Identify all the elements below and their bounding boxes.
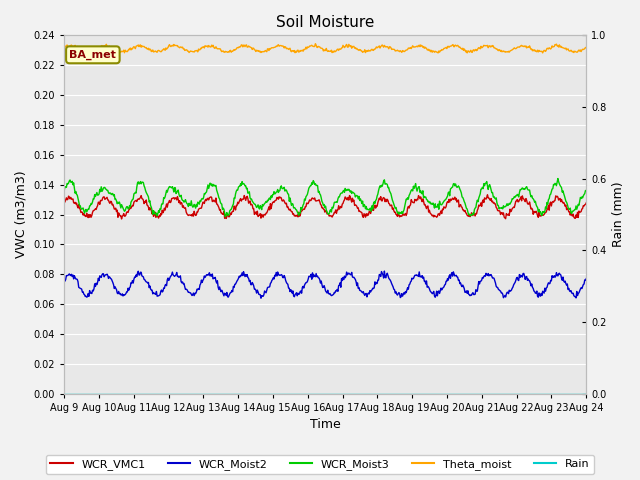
- WCR_VMC1: [484, 192, 492, 198]
- Y-axis label: VWC (m3/m3): VWC (m3/m3): [15, 171, 28, 258]
- Theta_moist: [404, 45, 412, 51]
- WCR_Moist3: [177, 194, 184, 200]
- WCR_Moist3: [124, 204, 131, 210]
- Line: WCR_Moist2: WCR_Moist2: [64, 271, 586, 298]
- X-axis label: Time: Time: [310, 419, 340, 432]
- Rain: [582, 391, 590, 396]
- Rain: [204, 391, 212, 396]
- Y-axis label: Rain (mm): Rain (mm): [612, 182, 625, 247]
- WCR_Moist3: [70, 180, 77, 186]
- WCR_Moist2: [177, 273, 184, 279]
- Theta_moist: [60, 45, 68, 51]
- WCR_Moist3: [60, 187, 68, 193]
- WCR_Moist3: [389, 199, 397, 205]
- Theta_moist: [70, 43, 77, 49]
- WCR_Moist2: [70, 276, 77, 282]
- Theta_moist: [124, 49, 131, 55]
- WCR_VMC1: [70, 200, 77, 205]
- Rain: [388, 391, 396, 396]
- Rain: [60, 391, 68, 396]
- Rain: [124, 391, 131, 396]
- WCR_VMC1: [118, 216, 125, 222]
- Theta_moist: [312, 41, 319, 47]
- Rain: [404, 391, 412, 396]
- WCR_Moist2: [124, 289, 131, 295]
- WCR_VMC1: [582, 200, 590, 206]
- Theta_moist: [582, 45, 590, 50]
- WCR_Moist3: [221, 214, 229, 220]
- Rain: [177, 391, 184, 396]
- Legend: WCR_VMC1, WCR_Moist2, WCR_Moist3, Theta_moist, Rain: WCR_VMC1, WCR_Moist2, WCR_Moist3, Theta_…: [46, 455, 594, 474]
- Line: WCR_Moist3: WCR_Moist3: [64, 179, 586, 217]
- WCR_Moist3: [582, 188, 590, 194]
- Title: Soil Moisture: Soil Moisture: [276, 15, 374, 30]
- WCR_VMC1: [404, 204, 412, 209]
- WCR_Moist3: [404, 196, 412, 202]
- Theta_moist: [435, 50, 442, 56]
- Theta_moist: [177, 44, 184, 50]
- Line: Theta_moist: Theta_moist: [64, 44, 586, 53]
- WCR_Moist2: [381, 268, 388, 274]
- WCR_Moist2: [60, 276, 68, 282]
- WCR_Moist3: [204, 182, 212, 188]
- WCR_VMC1: [60, 199, 68, 205]
- Text: BA_met: BA_met: [69, 49, 116, 60]
- WCR_VMC1: [205, 197, 212, 203]
- WCR_Moist2: [582, 276, 590, 282]
- Theta_moist: [389, 47, 397, 52]
- Rain: [70, 391, 77, 396]
- WCR_Moist2: [405, 282, 413, 288]
- WCR_VMC1: [389, 205, 397, 211]
- WCR_Moist2: [204, 273, 212, 278]
- WCR_Moist3: [554, 176, 562, 181]
- Theta_moist: [204, 44, 212, 50]
- WCR_Moist2: [257, 295, 265, 301]
- WCR_VMC1: [177, 200, 185, 205]
- Line: WCR_VMC1: WCR_VMC1: [64, 195, 586, 219]
- WCR_Moist2: [390, 287, 397, 292]
- WCR_VMC1: [124, 210, 132, 216]
